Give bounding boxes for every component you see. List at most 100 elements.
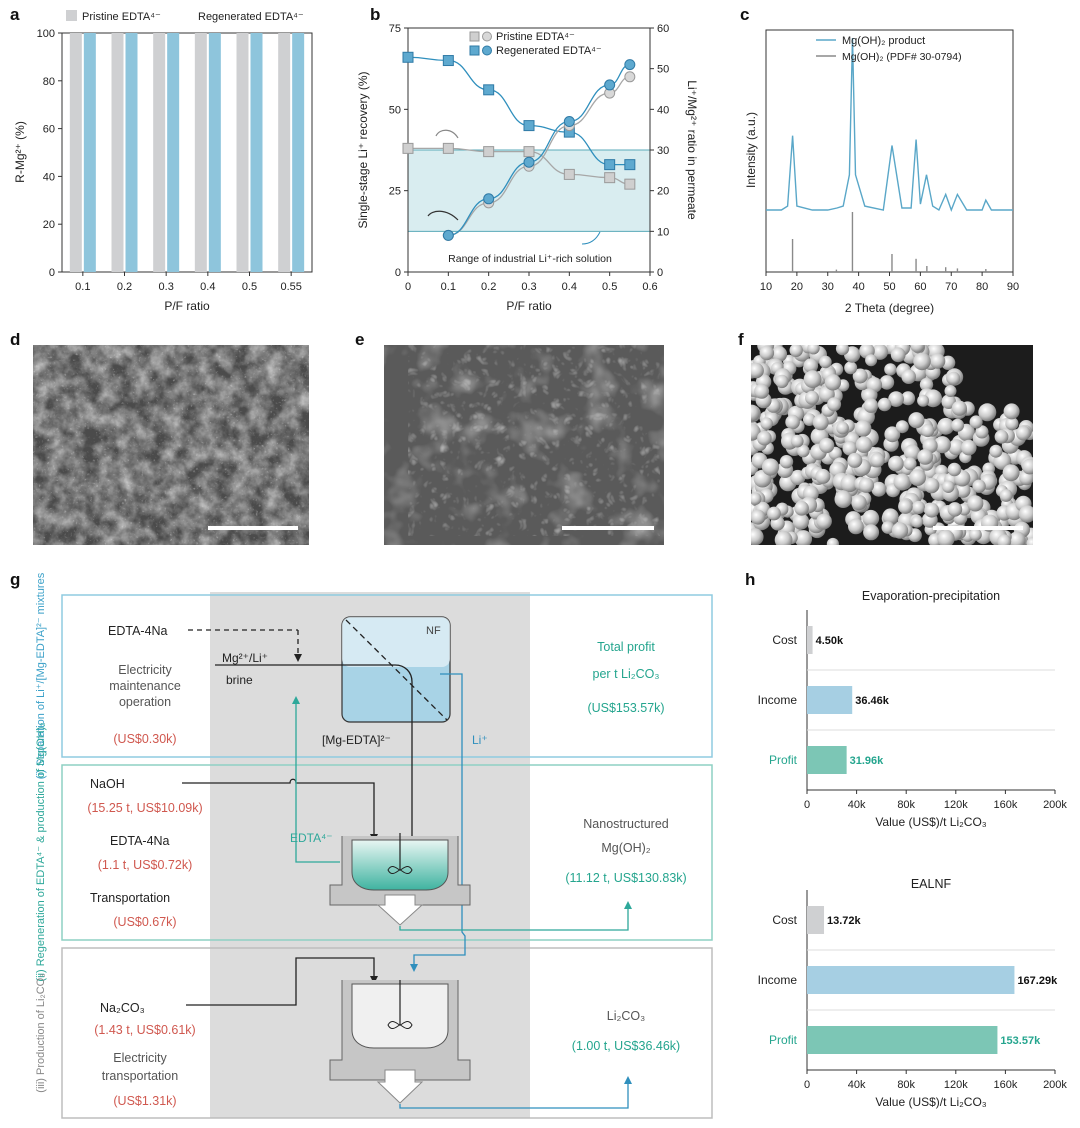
nanosphere xyxy=(824,374,842,391)
legend-square-regenerated-b xyxy=(469,45,480,56)
marker-circle xyxy=(523,156,535,168)
nanosphere xyxy=(847,452,863,468)
stage-1-output-text: (US$153.57k) xyxy=(587,701,664,715)
stage-2-output-text: Nanostructured xyxy=(583,817,669,831)
nanosphere xyxy=(870,453,885,468)
nanosphere xyxy=(855,436,873,453)
y-tick-label-right-b: 0 xyxy=(657,267,663,279)
stage-label-1: (i) Separation of Li⁺/[Mg-EDTA]²⁻ mixtur… xyxy=(35,572,47,779)
x-tick-label-h1: 120k xyxy=(944,799,968,811)
nanosphere xyxy=(840,474,859,493)
nanosphere xyxy=(929,353,946,369)
nanosphere xyxy=(865,354,878,367)
x-tick-label-a: 0.1 xyxy=(75,281,90,293)
nanosphere xyxy=(911,515,924,528)
nanosphere xyxy=(803,413,816,426)
y-tick-label-a: 60 xyxy=(43,124,55,136)
nanosphere xyxy=(882,508,899,525)
li2co3-arrowhead xyxy=(624,1076,632,1084)
nanosphere xyxy=(767,506,781,521)
nanosphere xyxy=(994,429,1009,444)
category-label-h1: Income xyxy=(758,693,798,707)
arrow-annotation-left xyxy=(427,210,459,221)
marker-square xyxy=(523,146,535,158)
nanosphere xyxy=(1002,464,1020,482)
stage-3-input-text: Na₂CO₃ xyxy=(100,1001,145,1015)
nanosphere xyxy=(1005,417,1019,431)
y-tick-label-left-b: 75 xyxy=(389,23,401,35)
scale-bar-e xyxy=(562,526,654,530)
permeate-label: Li⁺ xyxy=(472,733,488,747)
legend-label-pristine-a: Pristine EDTA⁴⁻ xyxy=(82,11,161,23)
edta-recycle-arrowhead xyxy=(292,696,300,704)
nanosphere xyxy=(816,513,832,530)
y-tick-label-right-b: 30 xyxy=(657,145,669,157)
x-axis-label-c: 2 Theta (degree) xyxy=(845,301,934,315)
stage-box-2 xyxy=(61,764,713,941)
stage-label-3: (iii) Production of Li₂CO₃ xyxy=(35,973,47,1092)
scale-bar-f xyxy=(933,526,1023,530)
marker-square xyxy=(624,178,636,190)
nanosphere xyxy=(852,368,868,384)
nanosphere xyxy=(910,345,925,353)
nanosphere xyxy=(826,537,839,545)
x-tick-label-b: 0.1 xyxy=(441,281,456,293)
marker-square xyxy=(442,55,454,67)
value-label-h2: 153.57k xyxy=(1000,1035,1041,1047)
marker-circle xyxy=(624,59,636,71)
nanosphere xyxy=(879,375,895,390)
stage-3-input-text: (1.43 t, US$0.61k) xyxy=(94,1023,195,1037)
bar-regenerated xyxy=(208,33,221,272)
bar-regenerated xyxy=(83,33,96,272)
bar-pristine xyxy=(111,33,124,272)
x-tick-label-c: 20 xyxy=(791,281,803,293)
marker-square xyxy=(442,142,454,154)
x-tick-label-h1: 160k xyxy=(993,799,1017,811)
y-axis-label-a: R-Mg²⁺ (%) xyxy=(13,121,27,183)
nanosphere xyxy=(924,502,940,518)
y-tick-label-a: 20 xyxy=(43,219,55,231)
x-tick-label-a: 0.5 xyxy=(242,281,257,293)
li2co3-output-line xyxy=(399,1080,629,1109)
nanosphere xyxy=(921,423,935,438)
x-tick-label-b: 0.3 xyxy=(521,281,536,293)
edta-recycle-label: EDTA⁴⁻ xyxy=(290,831,333,845)
nanosphere xyxy=(997,534,1012,545)
nanosphere xyxy=(955,482,971,498)
marker-square xyxy=(402,51,414,63)
panel-label-c: c xyxy=(740,5,749,24)
legend-square-pristine-b xyxy=(469,31,480,42)
nanosphere xyxy=(944,385,957,397)
stage-2-output-text: Mg(OH)₂ xyxy=(601,841,650,855)
nanosphere xyxy=(848,518,864,535)
nf-label: NF xyxy=(426,625,441,637)
chart-title-h1: Evaporation-precipitation xyxy=(862,589,1000,603)
x-axis-label-h1: Value (US$)/t Li₂CO₃ xyxy=(875,815,986,829)
value-label-h1: 4.50k xyxy=(816,635,844,647)
arrow-to-left-axis xyxy=(435,129,459,139)
y-tick-label-a: 0 xyxy=(49,267,55,279)
x-tick-label-h2: 40k xyxy=(848,1079,866,1091)
nanosphere xyxy=(803,358,819,373)
nanosphere xyxy=(913,352,931,371)
bar-pristine xyxy=(236,33,249,272)
panel-label-a: a xyxy=(10,5,20,24)
nanosphere xyxy=(854,420,872,437)
arrow-annotation-right xyxy=(581,231,601,245)
nanosphere xyxy=(888,455,904,472)
x-tick-label-h1: 0 xyxy=(804,799,810,811)
marker-circle xyxy=(604,79,616,91)
nanosphere xyxy=(771,346,788,362)
marker-square xyxy=(604,159,616,171)
nanosphere xyxy=(834,490,853,508)
y-tick-label-right-b: 60 xyxy=(657,23,669,35)
bar-h1-cost xyxy=(807,626,813,654)
stage-2-input-text: (US$0.67k) xyxy=(113,915,176,929)
nanosphere xyxy=(941,394,956,409)
legend-label-reference: Mg(OH)₂ (PDF# 30-0794) xyxy=(842,51,962,63)
nanosphere xyxy=(863,524,880,541)
bar-pristine xyxy=(194,33,207,272)
marker-circle xyxy=(442,229,454,241)
bar-h2-cost xyxy=(807,906,825,934)
brine-label: brine xyxy=(226,673,253,687)
